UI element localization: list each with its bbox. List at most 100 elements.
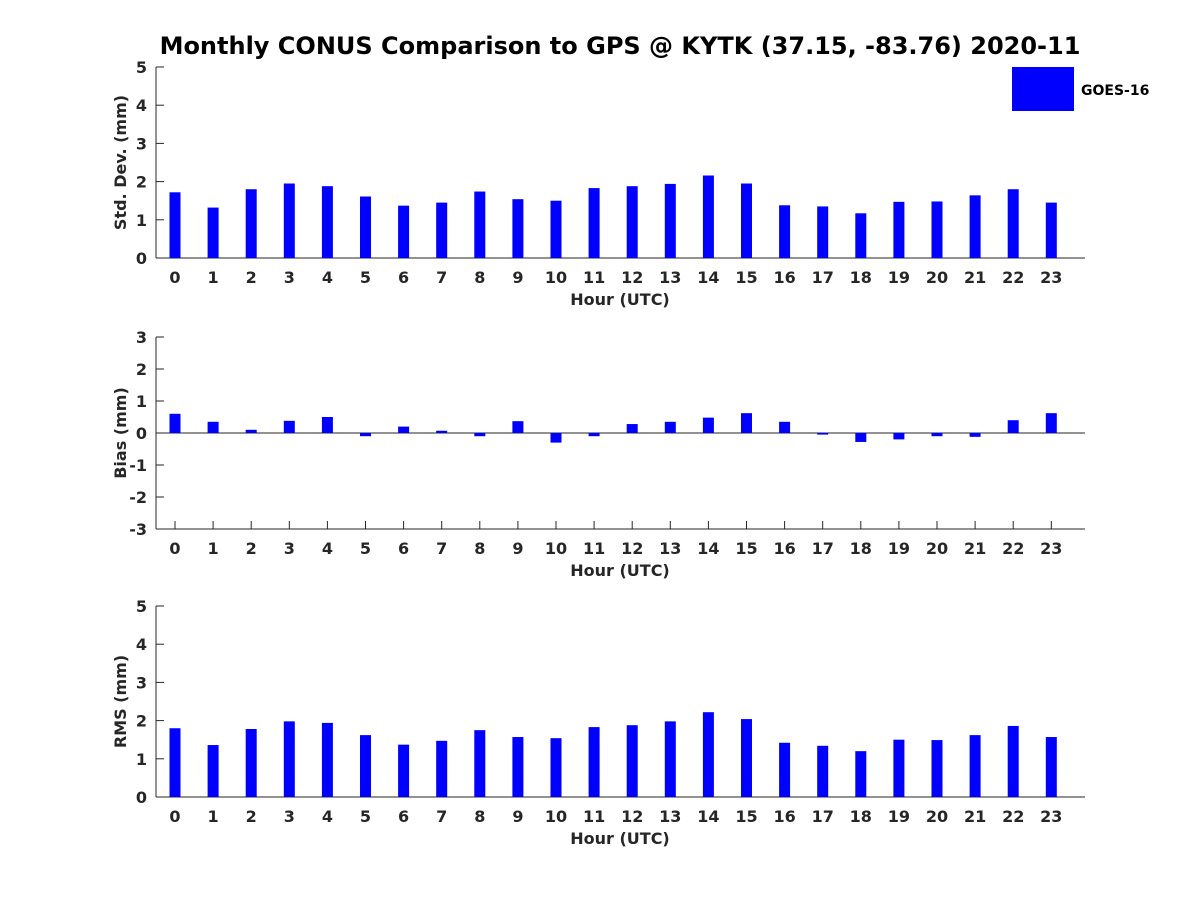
x-tick-label: 14 (697, 539, 719, 558)
bar (664, 421, 676, 433)
x-tick-label: 18 (850, 539, 872, 558)
bar (931, 201, 943, 258)
bar (1007, 420, 1019, 433)
y-tick-label: 3 (136, 673, 147, 692)
bar (588, 433, 600, 437)
x-tick-label: 4 (322, 268, 333, 287)
x-tick-label: 13 (659, 268, 681, 287)
x-tick-label: 11 (583, 807, 605, 826)
x-tick-label: 21 (964, 807, 986, 826)
bar (360, 196, 371, 258)
y-tick-label: 2 (136, 173, 147, 192)
y-tick-label: 3 (136, 328, 147, 347)
x-tick-label: 16 (773, 268, 795, 287)
bar (893, 201, 905, 258)
bar (1045, 413, 1057, 433)
bar (931, 433, 943, 437)
x-axis-label: Hour (UTC) (570, 829, 670, 848)
y-tick-label: 5 (136, 597, 147, 616)
x-tick-label: 7 (436, 807, 447, 826)
x-tick-label: 11 (583, 539, 605, 558)
x-tick-label: 6 (398, 268, 409, 287)
y-axis-label: Std. Dev. (mm) (111, 95, 130, 230)
bar (398, 426, 410, 433)
bar (245, 429, 257, 433)
x-tick-label: 8 (474, 268, 485, 287)
bar (702, 175, 714, 258)
x-tick-label: 0 (169, 268, 180, 287)
x-tick-label: 13 (659, 539, 681, 558)
y-tick-label: 1 (136, 750, 147, 769)
x-tick-label: 5 (360, 268, 371, 287)
bar (741, 413, 752, 433)
x-tick-label: 15 (735, 539, 757, 558)
x-tick-label: 2 (246, 268, 257, 287)
x-tick-label: 0 (169, 539, 180, 558)
x-tick-label: 22 (1002, 539, 1024, 558)
bar (360, 735, 371, 797)
x-tick-label: 19 (888, 268, 910, 287)
bar (398, 205, 410, 258)
y-tick-label: -2 (129, 488, 147, 507)
legend-label: GOES-16 (1081, 83, 1149, 99)
x-tick-label: 4 (322, 539, 333, 558)
x-tick-label: 13 (659, 807, 681, 826)
bar (855, 433, 867, 442)
x-tick-label: 3 (284, 807, 295, 826)
y-tick-label: 2 (136, 712, 147, 731)
x-tick-label: 8 (474, 807, 485, 826)
bar (969, 433, 981, 437)
x-axis-label: Hour (UTC) (570, 561, 670, 580)
x-tick-label: 18 (850, 268, 872, 287)
x-tick-label: 14 (697, 807, 719, 826)
bar (817, 433, 829, 435)
bar (169, 413, 181, 433)
x-tick-label: 0 (169, 807, 180, 826)
bar (817, 745, 829, 797)
bar (436, 430, 448, 433)
x-tick-label: 12 (621, 268, 643, 287)
bar (169, 728, 181, 797)
x-tick-label: 19 (888, 539, 910, 558)
y-tick-label: 1 (136, 211, 147, 230)
x-tick-label: 10 (545, 539, 567, 558)
x-tick-label: 19 (888, 807, 910, 826)
x-tick-label: 7 (436, 539, 447, 558)
bar (283, 721, 295, 797)
x-tick-label: 14 (697, 268, 719, 287)
x-tick-label: 3 (284, 539, 295, 558)
legend: GOES-16 (1012, 67, 1149, 111)
bar (512, 421, 524, 433)
bar (1045, 737, 1057, 797)
y-tick-label: 1 (136, 392, 147, 411)
bar (741, 719, 752, 797)
bar (474, 433, 486, 437)
y-tick-label: 0 (136, 249, 147, 268)
x-tick-label: 2 (246, 807, 257, 826)
bar (626, 424, 638, 433)
y-axis-label: Bias (mm) (111, 387, 130, 479)
x-tick-label: 23 (1040, 539, 1062, 558)
bar (741, 183, 752, 258)
y-tick-label: -3 (129, 520, 147, 539)
bar (360, 433, 371, 437)
x-tick-label: 5 (360, 539, 371, 558)
x-tick-label: 20 (926, 539, 948, 558)
bar (245, 189, 257, 258)
bar (702, 417, 714, 433)
x-tick-label: 21 (964, 268, 986, 287)
bar (1045, 202, 1057, 258)
x-tick-label: 22 (1002, 807, 1024, 826)
y-tick-label: 4 (136, 96, 147, 115)
y-axis-label: RMS (mm) (111, 655, 130, 748)
bar (474, 730, 486, 797)
x-tick-label: 6 (398, 807, 409, 826)
x-tick-label: 22 (1002, 268, 1024, 287)
bar (779, 742, 791, 797)
x-tick-label: 1 (208, 539, 219, 558)
